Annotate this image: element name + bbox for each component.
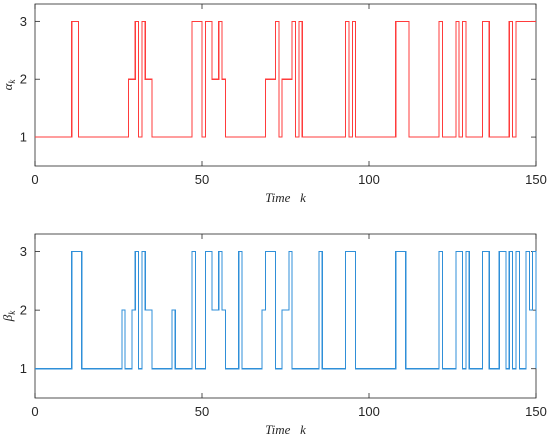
x-axis-label: Time k: [265, 422, 306, 437]
axes-frame: [34, 233, 537, 399]
y-tick-label: 2: [20, 72, 27, 87]
axis-ticks: 0 50 100 150 1 2 3: [20, 4, 547, 187]
axis-ticks: 0 50 100 150 1 2 3: [20, 234, 547, 419]
y-axis-label: βk: [0, 310, 17, 322]
y-tick-label: 1: [20, 361, 27, 376]
chart-beta: 0 50 100 150 1 2 3 Time k βk: [0, 233, 547, 437]
chart-alpha: 0 50 100 150 1 2 3 Time k αk: [0, 3, 547, 205]
x-tick-label: 0: [31, 404, 38, 419]
y-tick-label: 3: [20, 244, 27, 259]
x-tick-label: 100: [358, 404, 380, 419]
y-tick-label: 2: [20, 303, 27, 318]
alpha-series-line: [35, 20, 536, 138]
x-tick-label: 150: [525, 172, 547, 187]
x-tick-label: 150: [525, 404, 547, 419]
x-tick-label: 0: [31, 172, 38, 187]
x-axis-label: Time k: [265, 190, 306, 205]
axes-frame: [34, 3, 537, 167]
x-tick-label: 100: [358, 172, 380, 187]
y-tick-label: 3: [20, 14, 27, 29]
y-axis-label: αk: [0, 79, 17, 91]
y-tick-label: 1: [20, 130, 27, 145]
beta-series-line: [35, 251, 537, 370]
x-tick-label: 50: [195, 172, 209, 187]
x-tick-label: 50: [195, 404, 209, 419]
